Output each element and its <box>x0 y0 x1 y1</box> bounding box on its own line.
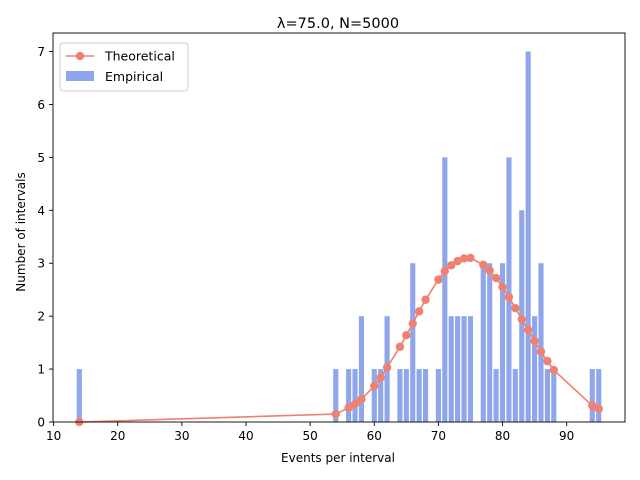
x-tick-label: 40 <box>238 429 253 443</box>
theoretical-point <box>549 365 559 375</box>
theoretical-point <box>331 409 340 419</box>
theoretical-point <box>479 260 488 270</box>
empirical-bar <box>423 369 429 422</box>
empirical-bar <box>506 157 512 422</box>
theoretical-point <box>453 256 462 266</box>
empirical-bar <box>410 263 416 422</box>
empirical-bar <box>416 369 422 422</box>
legend-theoretical-marker <box>75 51 85 61</box>
y-tick-label: 1 <box>37 363 45 377</box>
empirical-bar <box>346 369 352 422</box>
theoretical-point <box>543 356 552 366</box>
empirical-bar <box>442 157 448 422</box>
empirical-bar <box>525 51 531 423</box>
empirical-bars <box>76 51 602 423</box>
legend-empirical-label: Empirical <box>105 69 163 84</box>
empirical-bar <box>371 369 377 422</box>
empirical-bar <box>532 316 538 422</box>
empirical-bar <box>589 369 595 422</box>
empirical-bar <box>512 369 518 422</box>
y-axis-label: Number of intervals <box>14 172 28 291</box>
legend-theoretical-label: Theoretical <box>104 49 175 64</box>
empirical-bar <box>448 316 454 422</box>
theoretical-point <box>376 373 385 382</box>
x-tick-label: 70 <box>431 429 446 443</box>
x-tick-label: 50 <box>303 429 318 443</box>
theoretical-point <box>382 363 392 372</box>
theoretical-point <box>370 381 379 391</box>
empirical-bar <box>493 369 499 422</box>
theoretical-point <box>466 253 475 263</box>
x-tick-label: 20 <box>110 429 125 443</box>
theoretical-point <box>588 401 597 410</box>
x-tick-label: 10 <box>46 429 61 443</box>
empirical-bar <box>467 316 474 422</box>
chart-title: λ=75.0, N=5000 <box>277 16 399 32</box>
theoretical-point <box>421 295 430 304</box>
empirical-bar <box>538 263 544 422</box>
empirical-bar <box>397 369 403 422</box>
empirical-bar <box>358 316 365 422</box>
theoretical-point <box>434 275 443 284</box>
y-tick-label: 6 <box>37 98 45 112</box>
empirical-bar <box>499 263 506 422</box>
theoretical-point <box>594 404 603 413</box>
theoretical-point <box>530 336 539 346</box>
empirical-bar <box>333 369 339 422</box>
theoretical-point <box>408 319 417 328</box>
theoretical-point <box>440 266 450 276</box>
theoretical-line <box>75 253 603 427</box>
theoretical-point <box>491 273 501 283</box>
empirical-bar <box>480 263 486 422</box>
x-axis-label: Events per interval <box>281 451 395 465</box>
theoretical-point <box>517 315 526 324</box>
empirical-bar <box>403 369 409 422</box>
y-tick-label: 4 <box>37 204 45 218</box>
theoretical-point <box>504 292 514 302</box>
empirical-bar <box>455 316 461 422</box>
empirical-bar <box>76 369 82 422</box>
theoretical-point <box>447 261 456 270</box>
axes-frame <box>52 32 626 423</box>
x-tick-label: 60 <box>367 429 382 443</box>
theoretical-point <box>536 347 546 356</box>
theoretical-point <box>344 403 353 412</box>
theoretical-point <box>402 331 411 340</box>
empirical-bar <box>551 369 557 422</box>
y-tick-label: 5 <box>37 151 45 165</box>
empirical-bar <box>378 369 384 422</box>
legend-empirical-swatch <box>66 71 94 81</box>
y-tick-label: 7 <box>37 45 45 59</box>
theoretical-point <box>511 304 520 313</box>
x-tick-label: 90 <box>559 429 574 443</box>
x-tick-label: 30 <box>174 429 189 443</box>
legend: Theoretical Empirical <box>59 42 189 92</box>
theoretical-point <box>414 307 424 316</box>
axes: 10 20 30 40 50 60 70 80 90 0 1 2 3 4 5 6 7 <box>37 32 626 443</box>
empirical-bar <box>487 263 493 422</box>
x-tick-label: 80 <box>495 429 510 443</box>
theoretical-point <box>523 325 533 335</box>
empirical-bar <box>596 369 602 422</box>
empirical-bar <box>544 369 550 422</box>
y-tick-label: 2 <box>37 310 45 324</box>
y-tick-label: 0 <box>37 416 45 430</box>
theoretical-point <box>459 254 469 263</box>
theoretical-point <box>395 342 405 352</box>
y-tick-label: 3 <box>37 257 45 271</box>
theoretical-point <box>485 266 494 275</box>
theoretical-point <box>350 399 360 409</box>
theoretical-point <box>357 395 366 404</box>
empirical-bar <box>461 316 467 422</box>
theoretical-point <box>498 282 507 292</box>
empirical-bar <box>435 369 441 422</box>
empirical-bar <box>352 369 358 422</box>
